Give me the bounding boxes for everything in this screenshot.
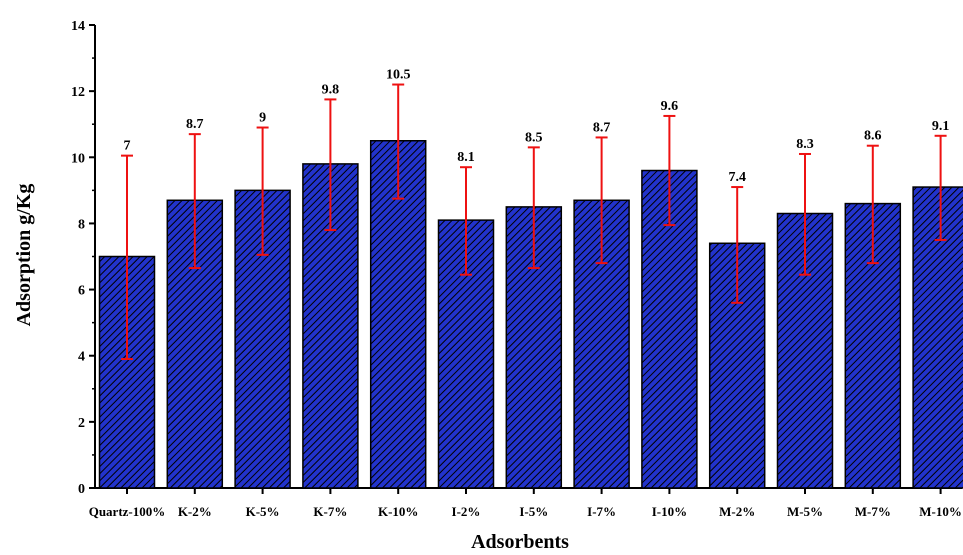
x-tick-label: M-5% [787, 504, 823, 519]
x-tick-label: M-10% [919, 504, 962, 519]
data-label: 8.7 [593, 120, 611, 135]
x-tick-label: K-7% [313, 504, 347, 519]
x-tick-label: M-2% [719, 504, 755, 519]
x-tick-label: I-10% [652, 504, 687, 519]
x-tick-label: K-2% [178, 504, 212, 519]
x-tick-label: Quartz-100% [89, 504, 166, 519]
y-axis: 0 2 4 6 8 10 12 14 [71, 19, 96, 497]
data-label: 8.7 [186, 117, 204, 132]
data-label: 8.5 [525, 130, 543, 145]
y-tick-label: 14 [71, 19, 85, 34]
x-tick-label: I-5% [519, 504, 548, 519]
x-tick-label: K-5% [246, 504, 280, 519]
data-label: 7.4 [728, 170, 746, 185]
x-tick-label: I-2% [452, 504, 481, 519]
data-label: 8.1 [457, 150, 475, 165]
x-axis-title: Adsorbents [471, 531, 569, 553]
y-axis-title: Adsorption g/Kg [13, 184, 35, 327]
data-label: 9.6 [661, 99, 679, 114]
y-tick-label: 6 [78, 284, 85, 299]
y-tick-label: 12 [71, 85, 85, 100]
y-tick-label: 4 [78, 350, 85, 365]
data-label: 9 [259, 111, 266, 126]
y-tick-label: 2 [78, 416, 85, 431]
bars [98, 140, 963, 489]
y-tick-label: 0 [78, 482, 85, 497]
y-tick-label: 8 [78, 217, 85, 232]
data-label: 9.1 [932, 119, 950, 134]
x-tick-label: I-7% [587, 504, 616, 519]
data-label: 8.6 [864, 129, 882, 144]
data-label: 7 [124, 139, 131, 154]
bar [912, 186, 963, 489]
y-tick-label: 10 [71, 151, 85, 166]
x-tick-label: M-7% [855, 504, 891, 519]
x-axis: Quartz-100% K-2% K-5% K-7% K-10% I-2% I-5% I-7%… [89, 487, 962, 519]
data-label: 8.3 [796, 137, 814, 152]
x-tick-label: K-10% [378, 504, 418, 519]
error-bars [121, 83, 947, 361]
data-label: 10.5 [386, 68, 411, 83]
data-label: 9.8 [322, 82, 340, 97]
data-labels: 7 8.7 9 9.8 10.5 8.1 8.5 8.7 9.6 7.4 8.3 8.6 9.1 [124, 68, 950, 186]
